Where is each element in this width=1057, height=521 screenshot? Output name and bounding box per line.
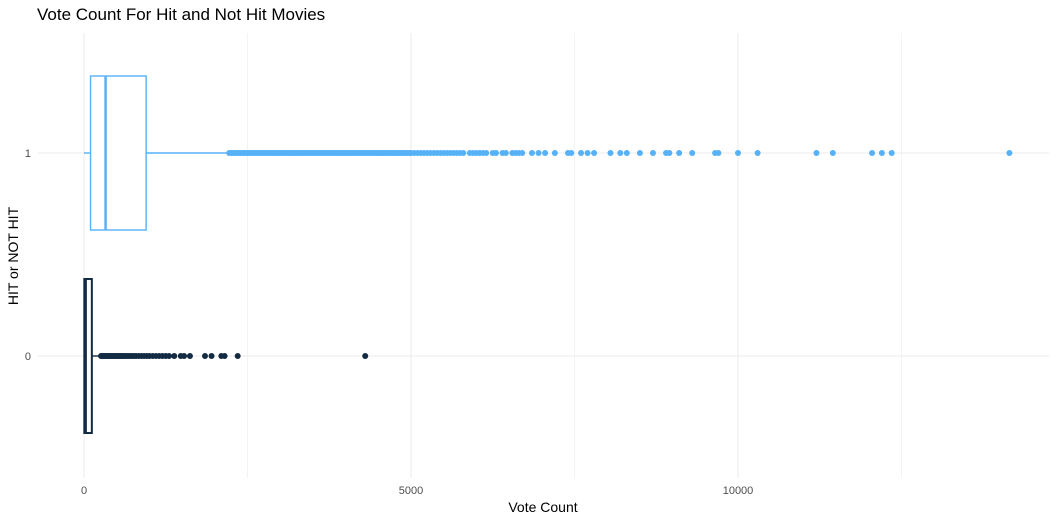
outlier-point xyxy=(502,150,509,156)
chart-title: Vote Count For Hit and Not Hit Movies xyxy=(37,5,325,24)
outlier-point xyxy=(636,150,643,156)
outlier-layer xyxy=(98,150,1013,359)
outlier-point xyxy=(234,353,241,359)
y-axis-ticks: 01 xyxy=(25,148,31,363)
x-tick-label: 0 xyxy=(81,485,87,497)
x-axis-ticks: 0 5000 10000 xyxy=(81,485,753,497)
outlier-point xyxy=(649,150,656,156)
y-tick-label: 1 xyxy=(25,148,31,160)
outlier-point xyxy=(813,150,820,156)
y-tick-label: 0 xyxy=(25,351,31,363)
outlier-point xyxy=(607,150,614,156)
outlier-point xyxy=(578,150,585,156)
outlier-point xyxy=(584,150,591,156)
outlier-point xyxy=(754,150,761,156)
outlier-point xyxy=(483,150,490,156)
outlier-point xyxy=(528,150,535,156)
outlier-point xyxy=(519,150,526,156)
outlier-point xyxy=(666,150,673,156)
outlier-point xyxy=(829,150,836,156)
outlier-point xyxy=(591,150,598,156)
outlier-point xyxy=(869,150,876,156)
y-axis-title: HIT or NOT HIT xyxy=(5,206,21,305)
outlier-point xyxy=(171,353,178,359)
outlier-point xyxy=(617,150,624,156)
outlier-point xyxy=(542,150,549,156)
outlier-point xyxy=(493,150,500,156)
outlier-point xyxy=(735,150,741,156)
x-axis-title: Vote Count xyxy=(508,499,577,515)
outlier-point xyxy=(878,150,885,156)
x-tick-label: 10000 xyxy=(723,485,754,497)
outlier-point xyxy=(166,353,173,359)
x-tick-label: 5000 xyxy=(399,485,423,497)
outlier-point xyxy=(535,150,542,156)
outlier-point xyxy=(623,150,630,156)
outlier-point xyxy=(689,150,696,156)
outlier-point xyxy=(208,353,215,359)
outlier-point xyxy=(551,150,558,156)
outlier-point xyxy=(676,150,683,156)
outlier-point xyxy=(460,150,467,156)
outlier-point xyxy=(201,353,208,359)
outlier-point xyxy=(888,150,895,156)
outlier-point xyxy=(181,353,188,359)
outlier-point xyxy=(221,353,228,359)
outlier-point xyxy=(715,150,722,156)
outlier-point xyxy=(186,353,193,359)
grid-lines xyxy=(38,33,1049,478)
outlier-point xyxy=(362,353,369,359)
outlier-point xyxy=(1006,150,1013,156)
box-layer xyxy=(83,75,228,434)
outlier-point xyxy=(568,150,575,156)
box-iqr xyxy=(83,278,93,434)
box-iqr xyxy=(89,75,147,231)
